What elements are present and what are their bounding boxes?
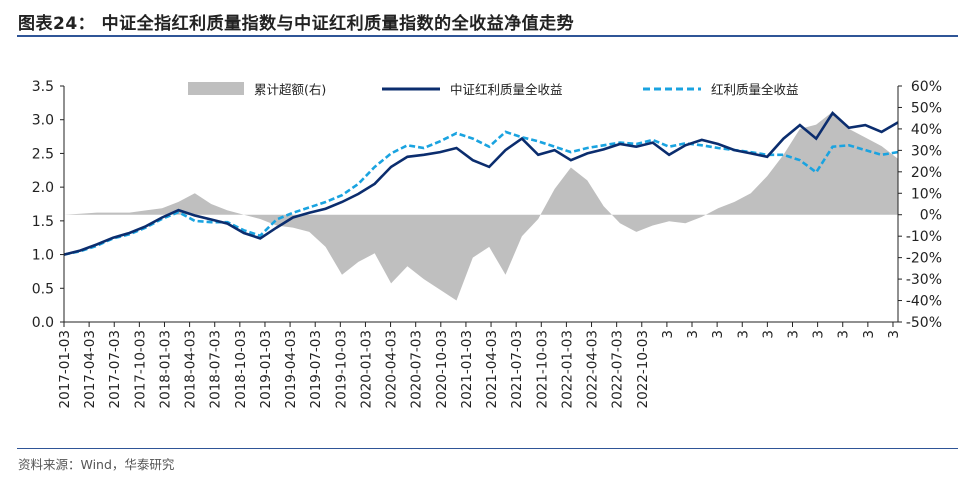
x-tick-label: 2018-10-03 <box>233 330 249 408</box>
fade-overlay <box>655 340 905 442</box>
x-tick-label: 2017-10-03 <box>132 330 148 408</box>
x-tick-label: 2022-01-03 <box>559 330 575 408</box>
x-tick-label: 3 <box>710 330 726 339</box>
legend-label: 中证红利质量全收益 <box>450 82 563 97</box>
y-left-tick-label: 2.0 <box>32 180 54 196</box>
x-tick-label: 2018-07-03 <box>208 330 224 408</box>
x-tick-label: 2022-04-03 <box>585 330 601 408</box>
y-left-tick-label: 3.5 <box>32 79 54 95</box>
chart-title: 图表24： 中证全指红利质量指数与中证红利质量指数的全收益净值走势 <box>18 14 575 34</box>
x-tick-label: 2018-04-03 <box>183 330 199 408</box>
x-tick-label: 2017-01-03 <box>57 330 73 408</box>
excess-area-layer <box>64 111 898 301</box>
x-tick-label: 3 <box>735 330 751 339</box>
y-right-tick-label: -10% <box>906 229 942 245</box>
y-right-tick-label: 10% <box>911 186 942 202</box>
x-tick-label: 2021-04-03 <box>484 330 500 408</box>
x-tick-label: 3 <box>861 330 877 339</box>
x-tick-label: 2022-10-03 <box>635 330 651 408</box>
x-tick-label: 3 <box>685 330 701 339</box>
x-tick-label: 2019-01-03 <box>258 330 274 408</box>
y-right-tick-label: -20% <box>906 251 942 267</box>
axis-layer: 0.00.51.01.52.02.53.03.5 60%50%40%30%20%1… <box>32 79 942 408</box>
legend-label: 累计超额(右) <box>254 82 326 97</box>
title-rule <box>17 35 958 37</box>
x-tick-label: 2021-07-03 <box>509 330 525 408</box>
legend-label: 红利质量全收益 <box>711 82 799 97</box>
y-right-tick-label: 20% <box>911 165 942 181</box>
x-tick-label: 2020-04-03 <box>384 330 400 408</box>
y-left-tick-label: 0.0 <box>32 315 54 331</box>
y-right-tick-label: 30% <box>911 143 942 159</box>
x-tick-label: 2017-04-03 <box>82 330 98 408</box>
x-tick-label: 3 <box>660 330 676 339</box>
excess-area <box>64 111 898 301</box>
x-tick-label: 2019-10-03 <box>333 330 349 408</box>
x-tick-label: 2020-10-03 <box>434 330 450 408</box>
x-tick-label: 2021-10-03 <box>534 330 550 408</box>
y-right-tick-label: -30% <box>906 272 942 288</box>
chart-canvas: 0.00.51.01.52.02.53.03.5 60%50%40%30%20%1… <box>32 79 942 442</box>
legend-swatch-excess <box>188 82 244 95</box>
y-left-tick-label: 0.5 <box>32 281 54 297</box>
y-left-tick-label: 2.5 <box>32 146 54 162</box>
y-left-tick-label: 1.5 <box>32 214 54 230</box>
x-tick-label: 3 <box>811 330 827 339</box>
x-tick-label: 2019-04-03 <box>283 330 299 408</box>
x-tick-label: 2021-01-03 <box>459 330 475 408</box>
x-tick-label: 2022-07-03 <box>610 330 626 408</box>
dividend-quality-line <box>63 130 899 256</box>
x-tick-label: 2019-07-03 <box>308 330 324 408</box>
x-tick-label: 3 <box>836 330 852 339</box>
y-right-tick-label: -50% <box>906 315 942 331</box>
y-left-tick-label: 1.0 <box>32 248 54 264</box>
source-note: 资料来源：Wind，华泰研究 <box>18 457 175 472</box>
source-rule <box>17 448 958 449</box>
x-tick-label: 2017-07-03 <box>107 330 123 408</box>
y-right-tick-label: 50% <box>911 100 942 116</box>
y-right-tick-label: 0% <box>920 208 942 224</box>
x-tick-label: 3 <box>886 330 902 339</box>
y-left-tick-label: 3.0 <box>32 113 54 129</box>
series-line-layer <box>63 111 899 256</box>
x-tick-label: 2020-01-03 <box>358 330 374 408</box>
x-tick-label: 3 <box>785 330 801 339</box>
legend: 累计超额(右) 中证红利质量全收益 红利质量全收益 <box>188 82 799 97</box>
x-tick-label: 3 <box>760 330 776 339</box>
x-tick-label: 2020-07-03 <box>409 330 425 408</box>
y-right-tick-label: 40% <box>911 122 942 138</box>
y-right-tick-label: 60% <box>911 79 942 95</box>
quality-index-line <box>63 111 899 256</box>
y-right-tick-label: -40% <box>906 294 942 310</box>
x-tick-label: 2018-01-03 <box>157 330 173 408</box>
